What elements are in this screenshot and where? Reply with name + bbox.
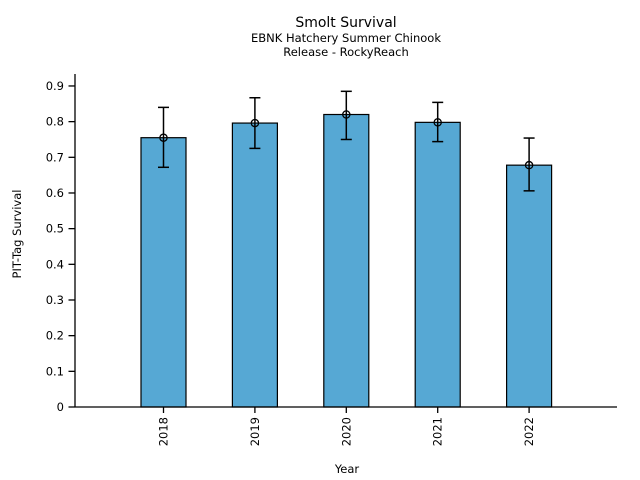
x-tick-label: 2019	[248, 417, 262, 446]
x-axis-label: Year	[334, 462, 360, 476]
y-tick-label: 0.1	[46, 364, 64, 378]
y-tick-label: 0.4	[46, 257, 64, 271]
x-tick-label: 2022	[522, 417, 536, 446]
chart-subtitle-line1: EBNK Hatchery Summer Chinook	[251, 31, 441, 45]
bar-2018	[140, 137, 187, 408]
plot-area: 0 0.1 0.2 0.3 0.4 0.5 0.6 0.7 0.8 0.9 2018 2019 2020…	[46, 74, 617, 446]
x-tick-label: 2018	[157, 417, 171, 446]
x-tick-label: 2021	[431, 417, 445, 446]
y-tick-label: 0.2	[46, 329, 64, 343]
y-tick-label: 0.8	[46, 115, 64, 129]
y-tick-label: 0.5	[46, 222, 64, 236]
y-tick-label: 0	[57, 400, 64, 414]
marker-2019	[250, 118, 260, 128]
y-tick-label: 0.7	[46, 150, 64, 164]
bar-2022	[506, 164, 553, 408]
y-axis-label: PIT-Tag Survival	[10, 190, 24, 279]
marker-2021	[433, 118, 442, 127]
bar-2019	[231, 122, 278, 408]
chart-subtitle-line2: Release - RockyReach	[283, 45, 409, 59]
marker-2020	[342, 110, 351, 119]
marker-2018	[159, 133, 168, 142]
marker-2022	[524, 160, 534, 170]
bar-2021	[414, 121, 461, 408]
x-tick-label: 2020	[339, 417, 353, 446]
chart-title: Smolt Survival	[295, 15, 396, 31]
y-tick-label: 0.6	[46, 186, 64, 200]
y-tick-label: 0.3	[46, 293, 64, 307]
y-tick-label: 0.9	[46, 79, 64, 93]
bar-2020	[323, 113, 370, 408]
